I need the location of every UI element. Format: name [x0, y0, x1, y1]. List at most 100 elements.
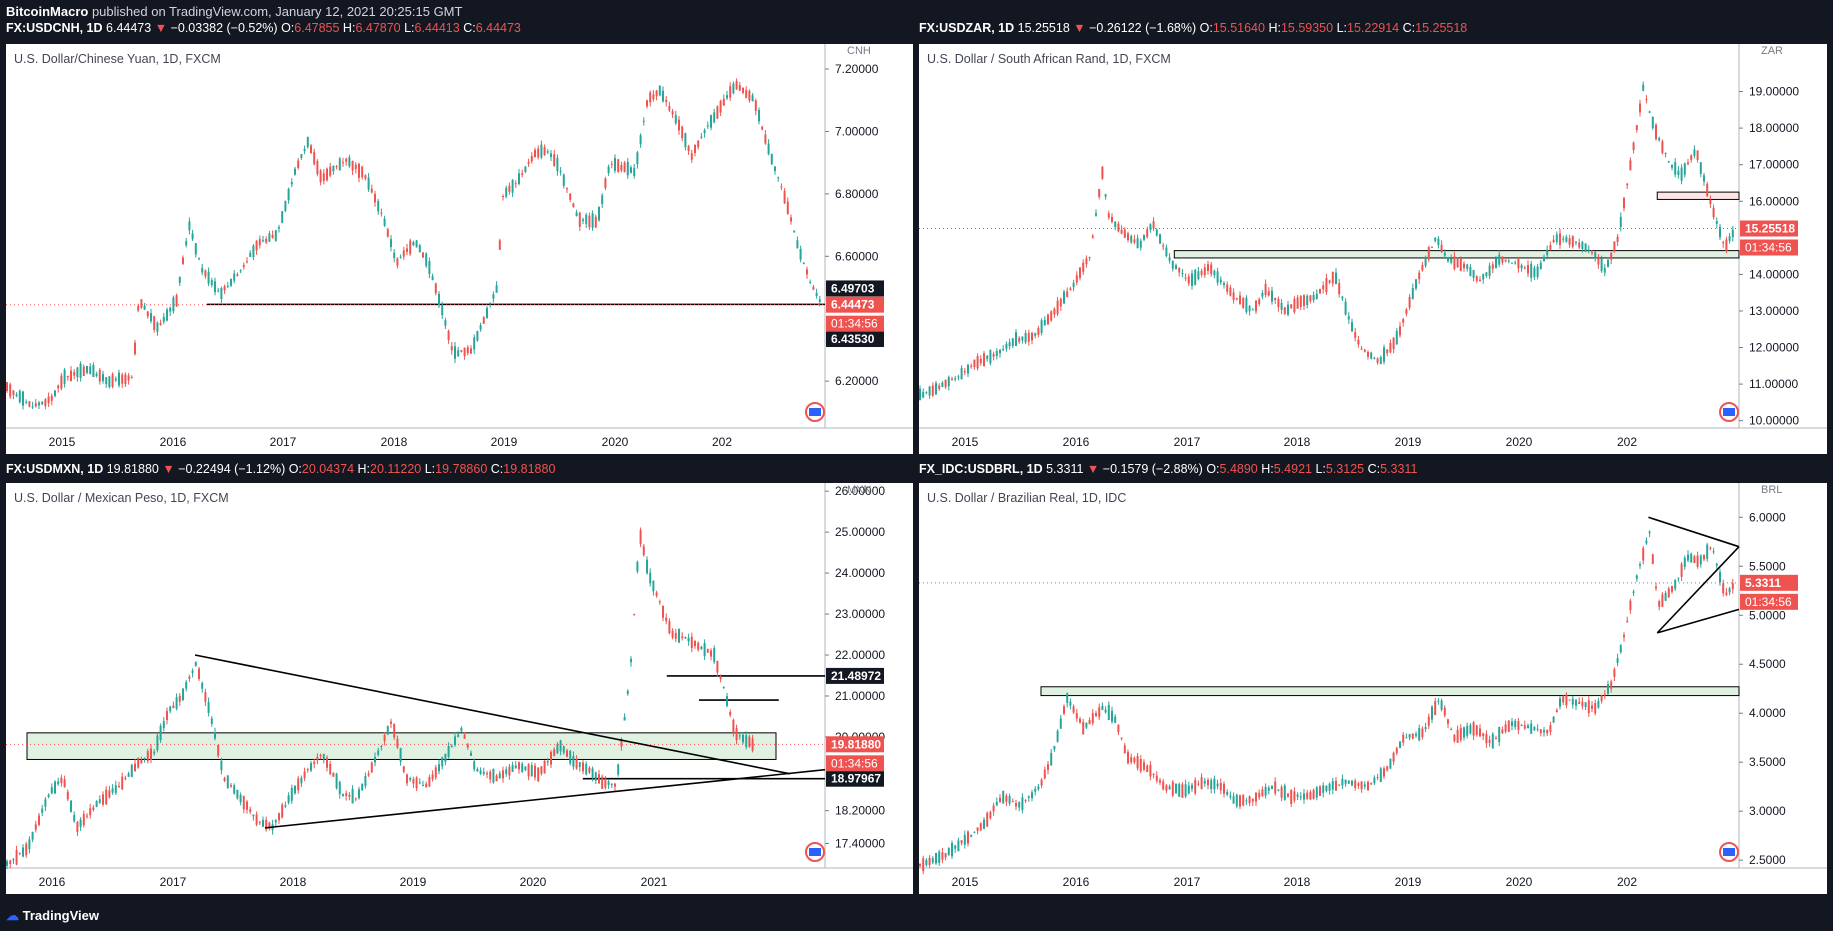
candle-body	[1015, 332, 1017, 346]
candle-body	[198, 258, 200, 260]
candle-body	[1079, 267, 1081, 279]
candle-body	[524, 766, 527, 771]
candle-body	[1027, 796, 1030, 798]
candle-body	[1171, 781, 1174, 796]
candle-body	[1149, 764, 1152, 777]
chart-usdzar[interactable]: 19.00000 18.00000 17.00000 16.00000 14.00000…	[919, 44, 1827, 454]
candle-body	[1040, 320, 1043, 333]
chart-panel-usdcnh[interactable]: 7.20000 7.00000 6.80000 6.60000 6.20000 2015 2…	[6, 44, 913, 454]
candle-body	[41, 401, 44, 405]
candle-body	[1171, 260, 1174, 269]
candle-body	[1527, 264, 1529, 274]
candle-body	[137, 757, 140, 768]
candle-body	[1555, 234, 1558, 243]
candle-body	[995, 350, 998, 356]
candle-body	[1392, 337, 1395, 350]
candle-body	[1213, 270, 1216, 276]
candle-body	[502, 770, 504, 779]
candle-body	[1514, 720, 1517, 728]
candle-body	[425, 253, 428, 266]
candle-body	[1133, 239, 1136, 243]
candle-body	[454, 736, 456, 746]
symbol[interactable]: FX_IDC:USDBRL, 1D	[919, 462, 1043, 476]
symbol[interactable]: FX:USDZAR, 1D	[919, 21, 1015, 35]
candle-body	[1050, 311, 1053, 321]
candle-body	[1680, 167, 1683, 181]
candle-body	[729, 711, 732, 716]
candle-body	[1031, 792, 1033, 799]
candle-body	[1216, 783, 1219, 787]
x-tick-label: 2018	[280, 875, 307, 889]
candle-body	[6, 861, 8, 866]
candle-body	[700, 136, 703, 138]
author-name[interactable]: BitcoinMacro	[6, 4, 89, 19]
candle-body	[678, 119, 680, 131]
candle-body	[732, 83, 735, 94]
candle-body	[1024, 799, 1027, 801]
close-value: 5.3311	[1380, 462, 1418, 476]
candle-body	[319, 170, 322, 183]
candle-body	[486, 773, 488, 775]
candle-body	[1283, 307, 1286, 314]
candle-body	[1303, 295, 1305, 306]
candle-body	[1299, 295, 1302, 307]
y-tick-label: 22.00000	[835, 648, 885, 662]
candle-body	[1431, 706, 1433, 720]
x-tick-label: 2016	[160, 435, 187, 449]
candle-body	[95, 373, 98, 376]
candle-body	[1280, 786, 1283, 798]
price-label: 6.43530	[831, 332, 875, 346]
candle-body	[1703, 175, 1705, 182]
candle-body	[303, 148, 306, 152]
chart-panel-usdmxn[interactable]: 26.00000 25.00000 24.00000 23.00000 22.00000…	[6, 483, 913, 894]
candle-body	[402, 250, 405, 257]
candle-body	[310, 763, 312, 771]
candle-body	[1059, 298, 1062, 307]
candle-body	[1015, 802, 1017, 807]
candle-body	[1635, 575, 1638, 579]
candle-body	[313, 151, 316, 165]
candle-body	[1418, 728, 1421, 741]
low-value: 15.22914	[1347, 21, 1400, 35]
candle-body	[34, 824, 37, 830]
price-label: 18.97967	[831, 772, 881, 786]
candle-body	[1312, 294, 1315, 301]
candle-body	[73, 814, 76, 822]
symbol[interactable]: FX:USDCNH, 1D	[6, 21, 103, 35]
candle-body	[1530, 263, 1533, 278]
candle-body	[550, 153, 552, 157]
candle-body	[386, 725, 389, 735]
candle-body	[409, 777, 412, 780]
candle-body	[1107, 213, 1110, 218]
candle-body	[265, 820, 268, 830]
candle-body	[134, 342, 136, 355]
candle-body	[450, 745, 453, 747]
candle-body	[508, 766, 511, 776]
tradingview-logo[interactable]: ☁ TradingView	[6, 908, 99, 924]
y-tick-label: 3.0000	[1749, 804, 1786, 818]
us-flag-icon-stripe	[809, 848, 821, 856]
symbol[interactable]: FX:USDMXN, 1D	[6, 462, 104, 476]
candle-body	[1280, 302, 1283, 310]
candle-body	[159, 323, 162, 326]
candle-body	[1472, 722, 1475, 736]
candle-body	[1402, 319, 1405, 323]
candle-body	[18, 390, 21, 403]
candle-body	[1130, 235, 1133, 243]
candle-body	[169, 706, 172, 712]
candle-body	[1255, 300, 1257, 312]
candle-body	[1091, 713, 1094, 724]
chart-usdmxn[interactable]: 26.00000 25.00000 24.00000 23.00000 22.00000…	[6, 483, 913, 894]
chart-usdbrl[interactable]: 6.0000 5.5000 5.0000 4.5000 4.0000 3.5000 3.00…	[919, 483, 1827, 894]
candle-body	[434, 767, 437, 778]
candle-body	[1383, 347, 1385, 362]
open-value: 15.51640	[1212, 21, 1265, 35]
chart-panel-usdzar[interactable]: 19.00000 18.00000 17.00000 16.00000 14.00000…	[919, 44, 1827, 454]
candle-body	[201, 682, 204, 689]
candle-body	[1565, 694, 1568, 706]
candle-body	[1677, 170, 1680, 175]
chart-usdcnh[interactable]: 7.20000 7.00000 6.80000 6.60000 6.20000 2015 2…	[6, 44, 913, 454]
chart-panel-usdbrl[interactable]: 6.0000 5.5000 5.0000 4.5000 4.0000 3.5000 3.00…	[919, 483, 1827, 894]
candle-body	[1053, 746, 1056, 750]
candle-body	[1584, 243, 1587, 252]
